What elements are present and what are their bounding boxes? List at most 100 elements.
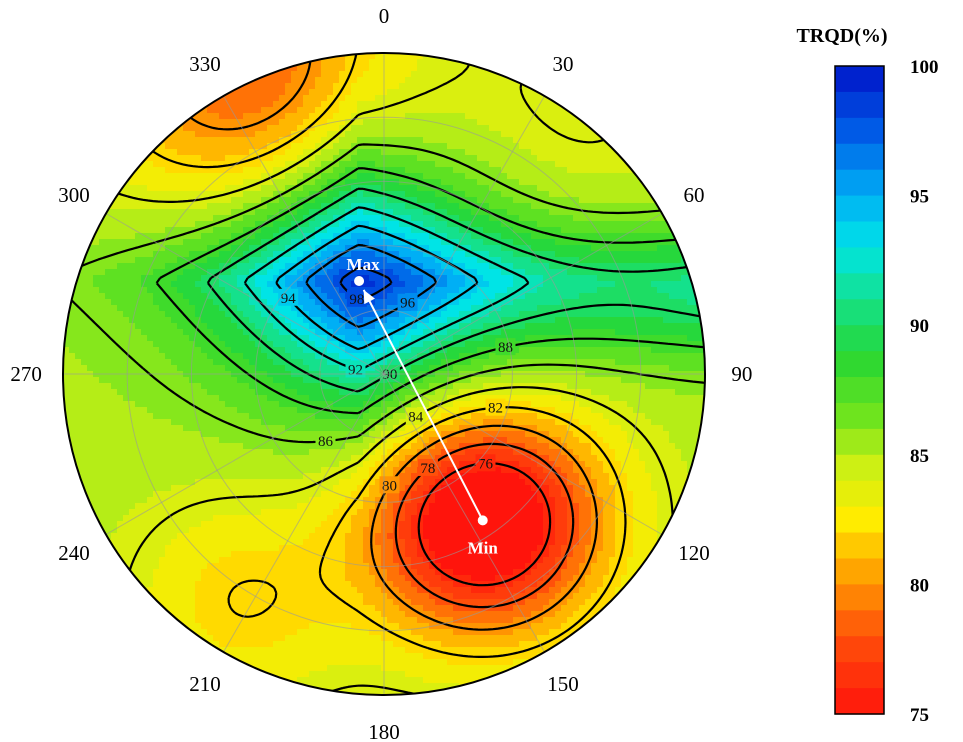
- heatmap-cell: [513, 185, 520, 192]
- heatmap-cell: [543, 131, 550, 138]
- heatmap-cell: [315, 143, 322, 150]
- heatmap-cell: [189, 137, 196, 144]
- heatmap-cell: [573, 173, 580, 180]
- heatmap-cell: [309, 167, 316, 174]
- heatmap-cell: [453, 281, 460, 288]
- heatmap-cell: [195, 383, 202, 390]
- heatmap-cell: [603, 191, 610, 198]
- heatmap-cell: [165, 323, 172, 330]
- heatmap-cell: [195, 377, 202, 384]
- heatmap-cell: [117, 365, 124, 372]
- heatmap-cell: [495, 359, 502, 366]
- heatmap-cell: [375, 305, 382, 312]
- heatmap-cell: [207, 251, 214, 258]
- heatmap-cell: [483, 203, 490, 210]
- heatmap-cell: [183, 341, 190, 348]
- heatmap-cell: [525, 161, 532, 168]
- heatmap-cell: [435, 329, 442, 336]
- heatmap-cell: [399, 167, 406, 174]
- heatmap-cell: [363, 95, 370, 102]
- heatmap-cell: [489, 173, 496, 180]
- heatmap-cell: [477, 113, 484, 120]
- heatmap-cell: [273, 299, 280, 306]
- heatmap-cell: [531, 347, 538, 354]
- heatmap-cell: [501, 107, 508, 114]
- heatmap-cell: [201, 263, 208, 270]
- heatmap-cell: [201, 233, 208, 240]
- heatmap-cell: [633, 359, 640, 366]
- heatmap-cell: [651, 269, 658, 276]
- heatmap-cell: [291, 119, 298, 126]
- heatmap-cell: [129, 305, 136, 312]
- heatmap-cell: [531, 95, 538, 102]
- heatmap-cell: [207, 173, 214, 180]
- heatmap-cell: [339, 167, 346, 174]
- heatmap-cell: [231, 197, 238, 204]
- heatmap-cell: [249, 347, 256, 354]
- heatmap-cell: [465, 245, 472, 252]
- heatmap-cell: [399, 221, 406, 228]
- heatmap-cell: [477, 59, 484, 66]
- heatmap-cell: [519, 389, 526, 396]
- heatmap-cell: [639, 251, 646, 258]
- heatmap-cell: [471, 185, 478, 192]
- heatmap-cell: [489, 185, 496, 192]
- heatmap-cell: [93, 317, 100, 324]
- heatmap-cell: [465, 209, 472, 216]
- heatmap-cell: [627, 263, 634, 270]
- heatmap-cell: [537, 125, 544, 132]
- heatmap-cell: [465, 149, 472, 156]
- heatmap-cell: [321, 209, 328, 216]
- heatmap-cell: [297, 353, 304, 360]
- heatmap-cell: [603, 359, 610, 366]
- heatmap-cell: [399, 341, 406, 348]
- heatmap-cell: [171, 179, 178, 186]
- heatmap-cell: [531, 185, 538, 192]
- heatmap-cell: [213, 233, 220, 240]
- heatmap-cell: [231, 323, 238, 330]
- heatmap-cell: [621, 263, 628, 270]
- heatmap-cell: [471, 323, 478, 330]
- heatmap-cell: [543, 227, 550, 234]
- heatmap-cell: [627, 359, 634, 366]
- heatmap-cell: [525, 113, 532, 120]
- heatmap-cell: [303, 257, 310, 264]
- heatmap-cell: [441, 77, 448, 84]
- heatmap-cell: [411, 281, 418, 288]
- heatmap-cell: [471, 329, 478, 336]
- heatmap-cell: [465, 161, 472, 168]
- heatmap-cell: [99, 257, 106, 264]
- heatmap-cell: [429, 101, 436, 108]
- heatmap-cell: [477, 215, 484, 222]
- heatmap-cell: [579, 233, 586, 240]
- heatmap-cell: [171, 203, 178, 210]
- heatmap-cell: [417, 365, 424, 372]
- heatmap-cell: [507, 239, 514, 246]
- heatmap-cell: [333, 287, 340, 294]
- heatmap-cell: [639, 305, 646, 312]
- heatmap-cell: [369, 173, 376, 180]
- heatmap-cell: [417, 299, 424, 306]
- heatmap-cell: [417, 113, 424, 120]
- heatmap-cell: [147, 239, 154, 246]
- heatmap-cell: [543, 107, 550, 114]
- heatmap-cell: [489, 233, 496, 240]
- heatmap-cell: [171, 215, 178, 222]
- heatmap-cell: [153, 341, 160, 348]
- heatmap-cell: [153, 215, 160, 222]
- heatmap-cell: [363, 203, 370, 210]
- heatmap-cell: [507, 215, 514, 222]
- heatmap-cell: [141, 347, 148, 354]
- heatmap-cell: [93, 269, 100, 276]
- heatmap-cell: [387, 113, 394, 120]
- heatmap-cell: [501, 233, 508, 240]
- heatmap-cell: [129, 221, 136, 228]
- heatmap-cell: [477, 335, 484, 342]
- heatmap-cell: [297, 71, 304, 78]
- heatmap-cell: [531, 233, 538, 240]
- heatmap-cell: [333, 239, 340, 246]
- heatmap-cell: [135, 239, 142, 246]
- heatmap-cell: [549, 203, 556, 210]
- heatmap-cell: [153, 185, 160, 192]
- heatmap-cell: [147, 191, 154, 198]
